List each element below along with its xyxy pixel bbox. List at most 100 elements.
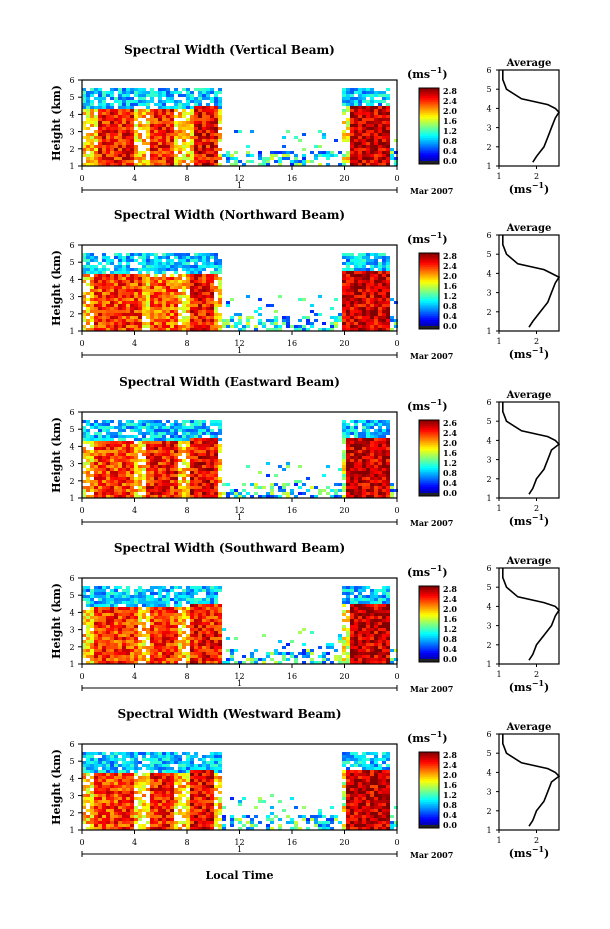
heatmap-cell: [350, 292, 354, 295]
heatmap-cell: [358, 586, 362, 589]
heatmap-cell: [390, 151, 394, 154]
heatmap-cell: [126, 634, 130, 637]
heatmap-cell: [302, 649, 306, 652]
heatmap-cell: [362, 423, 366, 426]
heatmap-cell: [98, 97, 102, 100]
heatmap-cell: [94, 459, 98, 462]
heatmap-cell: [82, 88, 86, 91]
heatmap-cell: [186, 163, 190, 166]
heatmap-cell: [114, 139, 118, 142]
heatmap-cell: [286, 462, 290, 465]
heatmap-cell: [198, 438, 202, 441]
heatmap-cell: [342, 316, 346, 319]
heatmap-cell: [250, 483, 254, 486]
heatmap-cell: [194, 271, 198, 274]
colorbar-segment: [419, 292, 439, 296]
heatmap-cell: [338, 489, 342, 492]
heatmap-cell: [254, 486, 258, 489]
heatmap-cell: [370, 262, 374, 265]
heatmap-cell: [378, 477, 382, 480]
heatmap-cell: [262, 634, 266, 637]
heatmap-cell: [198, 280, 202, 283]
colorbar-segment: [419, 285, 439, 288]
heatmap-cell: [122, 118, 126, 121]
heatmap-cell: [134, 661, 138, 664]
heatmap-cell: [362, 486, 366, 489]
heatmap-cell: [302, 483, 306, 486]
heatmap-cell: [166, 106, 170, 109]
heatmap-cell: [94, 637, 98, 640]
heatmap-cell: [218, 616, 222, 619]
heatmap-cell: [138, 423, 142, 426]
heatmap-cell: [350, 480, 354, 483]
heatmap-cell: [190, 462, 194, 465]
heatmap-cell: [146, 274, 150, 277]
heatmap-cell: [358, 459, 362, 462]
heatmap-cell: [374, 100, 378, 103]
heatmap-cell: [174, 435, 178, 438]
heatmap-cell: [174, 438, 178, 441]
heatmap-cell: [118, 459, 122, 462]
heatmap-cell: [90, 259, 94, 262]
heatmap-cell: [386, 163, 390, 166]
heatmap-cell: [382, 304, 386, 307]
heatmap-cell: [162, 652, 166, 655]
heatmap-cell: [190, 625, 194, 628]
heatmap-cell: [122, 622, 126, 625]
heatmap-cell: [206, 157, 210, 160]
heatmap-cell: [130, 598, 134, 601]
heatmap-cell: [218, 112, 222, 115]
colorbar-segment: [419, 437, 439, 440]
heatmap-cell: [386, 106, 390, 109]
heatmap-cell: [190, 301, 194, 304]
heatmap-cell: [130, 483, 134, 486]
heatmap-cell: [118, 598, 122, 601]
heatmap-cell: [138, 325, 142, 328]
heatmap-cell: [106, 625, 110, 628]
heatmap-cell: [202, 319, 206, 322]
heatmap-cell: [146, 163, 150, 166]
heatmap-cell: [214, 94, 218, 97]
heatmap-cell: [222, 319, 226, 322]
heatmap-cell: [242, 495, 246, 498]
heatmap-cell: [134, 109, 138, 112]
heatmap-cell: [174, 139, 178, 142]
heatmap-cell: [102, 652, 106, 655]
heatmap-cell: [194, 112, 198, 115]
colorbar-segment: [419, 272, 439, 275]
heatmap-cell: [186, 301, 190, 304]
heatmap-cell: [90, 109, 94, 112]
heatmap-cell: [162, 130, 166, 133]
heatmap-cell: [82, 256, 86, 259]
panel-title: Spectral Width (Southward Beam): [114, 541, 345, 555]
heatmap-cell: [234, 157, 238, 160]
heatmap-cell: [126, 661, 130, 664]
heatmap-cell: [278, 163, 282, 166]
heatmap-cell: [174, 631, 178, 634]
heatmap-cell: [274, 322, 278, 325]
heatmap-cell: [90, 88, 94, 91]
heatmap-cell: [82, 640, 86, 643]
heatmap-cell: [286, 151, 290, 154]
heatmap-cell: [182, 262, 186, 265]
heatmap-cell: [110, 106, 114, 109]
heatmap-cell: [246, 316, 250, 319]
heatmap-cell: [98, 586, 102, 589]
heatmap-cell: [134, 625, 138, 628]
heatmap-cell: [162, 94, 166, 97]
heatmap-cell: [206, 256, 210, 259]
heatmap-cell: [198, 625, 202, 628]
heatmap-cell: [362, 283, 366, 286]
heatmap-cell: [118, 486, 122, 489]
heatmap-cell: [214, 274, 218, 277]
heatmap-cell: [370, 88, 374, 91]
heatmap-cell: [354, 268, 358, 271]
colorbar-segment: [419, 281, 439, 284]
heatmap-cell: [346, 253, 350, 256]
heatmap-cell: [118, 295, 122, 298]
heatmap-cell: [126, 610, 130, 613]
heatmap-cell: [110, 492, 114, 495]
heatmap-cell: [130, 259, 134, 262]
heatmap-cell: [126, 450, 130, 453]
heatmap-cell: [174, 616, 178, 619]
